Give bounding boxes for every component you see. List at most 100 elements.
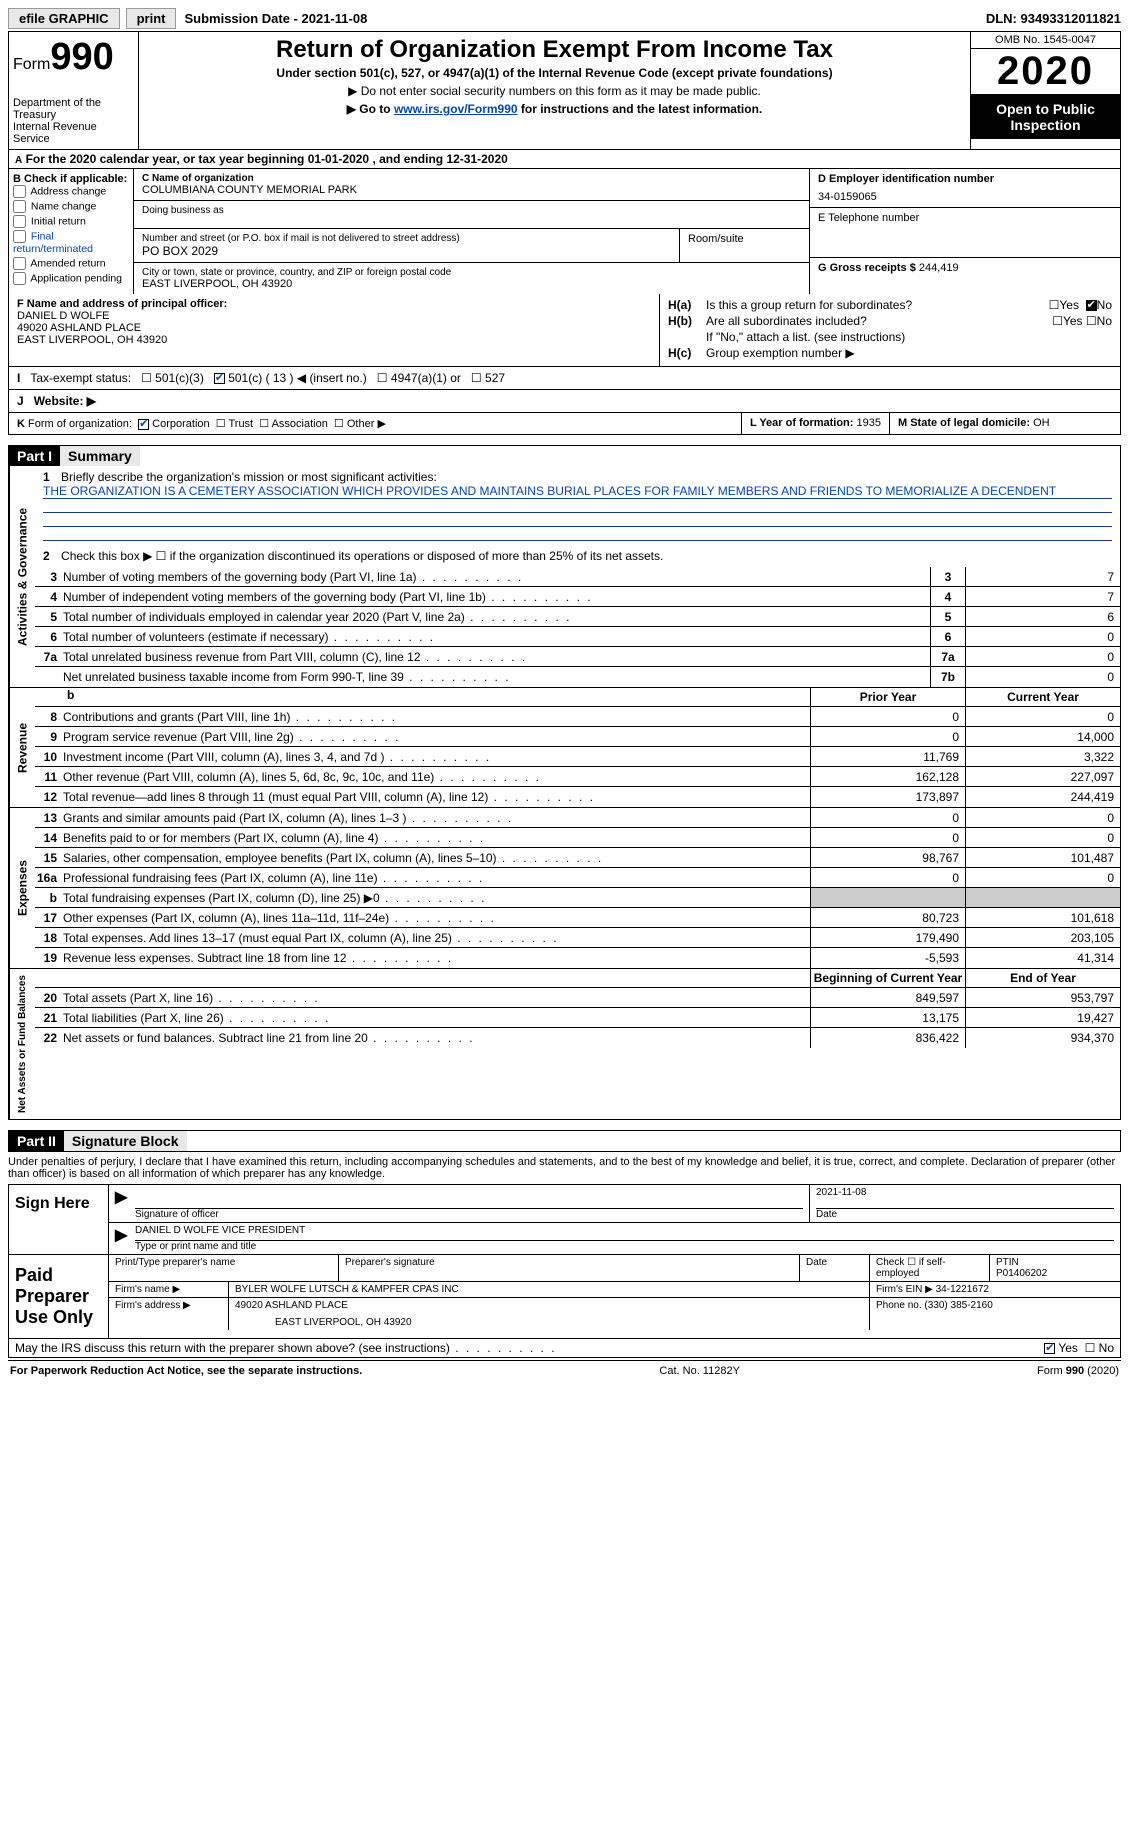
summary-line: 12Total revenue—add lines 8 through 11 (… [35,787,1120,807]
dept-label: Department of the Treasury Internal Reve… [13,97,134,145]
summary-line: 11Other revenue (Part VIII, column (A), … [35,767,1120,787]
gov-block: Activities & Governance 1 Briefly descri… [8,466,1121,688]
discuss-yes[interactable]: Yes [1044,1341,1078,1355]
form-id: Form990 Department of the Treasury Inter… [9,32,139,149]
col-h: H(a) Is this a group return for subordin… [660,294,1120,366]
omb-number: OMB No. 1545-0047 [971,32,1120,49]
ha-yes[interactable]: ☐Yes [1049,298,1079,312]
cb-amended[interactable]: Amended return [13,257,129,270]
gov-tab: Activities & Governance [9,466,35,687]
row-k: K Form of organization: Corporation ☐ Tr… [9,413,742,434]
discuss-no[interactable]: ☐ No [1085,1341,1114,1355]
summary-line: 18Total expenses. Add lines 13–17 (must … [35,928,1120,948]
cb-address-change[interactable]: Address change [13,185,129,198]
section-fh: F Name and address of principal officer:… [8,294,1121,367]
street: PO BOX 2029 [142,244,671,258]
rev-block: Revenue b Prior Year Current Year 8Contr… [8,688,1121,808]
subtitle-1: Under section 501(c), 527, or 4947(a)(1)… [149,66,960,80]
row-a: A For the 2020 calendar year, or tax yea… [8,150,1121,169]
efile-button[interactable]: efile GRAPHIC [8,8,120,29]
summary-line: 14Benefits paid to or for members (Part … [35,828,1120,848]
summary-line: Net unrelated business taxable income fr… [35,667,1120,687]
summary-line: 15Salaries, other compensation, employee… [35,848,1120,868]
row-j: J Website: ▶ [8,390,1121,413]
cb-trust[interactable]: ☐ Trust [216,418,253,430]
summary-line: 17Other expenses (Part IX, column (A), l… [35,908,1120,928]
tax-year: 2020 [971,49,1120,95]
cb-pending[interactable]: Application pending [13,272,129,285]
cb-501c3[interactable]: ☐ 501(c)(3) [141,371,204,385]
col-f: F Name and address of principal officer:… [9,294,660,366]
org-name: COLUMBIANA COUNTY MEMORIAL PARK [142,184,801,196]
cb-name-change[interactable]: Name change [13,200,129,213]
exp-tab: Expenses [9,808,35,968]
arrow-icon: ▶ [109,1185,129,1222]
cb-corp[interactable]: Corporation [138,418,210,430]
summary-line: bTotal fundraising expenses (Part IX, co… [35,888,1120,908]
cb-other[interactable]: ☐ Other ▶ [334,418,386,430]
summary-line: 13Grants and similar amounts paid (Part … [35,808,1120,828]
rev-tab: Revenue [9,688,35,807]
col-b: B Check if applicable: Address change Na… [9,169,134,294]
form-title-block: Return of Organization Exempt From Incom… [139,32,970,149]
cb-501c[interactable]: 501(c) ( 13 ) ◀ (insert no.) [214,371,367,385]
net-block: Net Assets or Fund Balances Beginning of… [8,969,1121,1120]
summary-line: 8Contributions and grants (Part VIII, li… [35,707,1120,727]
sign-block: Sign Here ▶ Signature of officer 2021-11… [8,1184,1121,1255]
summary-line: 21Total liabilities (Part X, line 26)13,… [35,1008,1120,1028]
part1-header: Part ISummary [8,445,1121,466]
hb-no[interactable]: ☐No [1086,314,1112,328]
summary-line: 16aProfessional fundraising fees (Part I… [35,868,1120,888]
discuss-row: May the IRS discuss this return with the… [8,1339,1121,1358]
room-suite: Room/suite [679,229,809,262]
footer: For Paperwork Reduction Act Notice, see … [8,1360,1121,1381]
summary-line: 22Net assets or fund balances. Subtract … [35,1028,1120,1048]
summary-line: 9Program service revenue (Part VIII, lin… [35,727,1120,747]
summary-line: 6Total number of volunteers (estimate if… [35,627,1120,647]
print-button[interactable]: print [126,8,177,29]
net-tab: Net Assets or Fund Balances [9,969,35,1119]
cb-final[interactable]: Final return/terminated [13,230,129,255]
submission-label: Submission Date - 2021-11-08 [184,11,367,26]
penalties: Under penalties of perjury, I declare th… [8,1152,1121,1184]
mission-text: THE ORGANIZATION IS A CEMETERY ASSOCIATI… [43,484,1112,499]
exp-block: Expenses 13Grants and similar amounts pa… [8,808,1121,969]
subtitle-2: ▶ Do not enter social security numbers o… [149,84,960,98]
section-bcde: B Check if applicable: Address change Na… [8,169,1121,294]
instructions-link[interactable]: www.irs.gov/Form990 [394,102,518,116]
preparer-block: Paid Preparer Use Only Print/Type prepar… [8,1255,1121,1339]
gross-receipts: 244,419 [919,262,959,274]
summary-line: 10Investment income (Part VIII, column (… [35,747,1120,767]
topbar: efile GRAPHIC print Submission Date - 20… [8,8,1121,29]
dln: DLN: 93493312011821 [986,11,1121,26]
q1: 1 Briefly describe the organization's mi… [35,466,1120,545]
summary-line: 3Number of voting members of the governi… [35,567,1120,587]
cb-527[interactable]: ☐ 527 [471,371,505,385]
row-i: I Tax-exempt status: ☐ 501(c)(3) 501(c) … [8,367,1121,390]
ha-no[interactable]: No [1086,298,1112,312]
col-de: D Employer identification number 34-0159… [810,169,1120,294]
hb-yes[interactable]: ☐Yes [1052,314,1082,328]
summary-line: 20Total assets (Part X, line 16)849,5979… [35,988,1120,1008]
summary-line: 4Number of independent voting members of… [35,587,1120,607]
cb-assoc[interactable]: ☐ Association [259,418,328,430]
cb-4947[interactable]: ☐ 4947(a)(1) or [377,371,461,385]
part2-header: Part IISignature Block [8,1130,1121,1152]
summary-line: 19Revenue less expenses. Subtract line 1… [35,948,1120,968]
preparer-label: Paid Preparer Use Only [9,1255,109,1338]
ptin: P01406202 [996,1268,1114,1279]
year-header: b Prior Year Current Year [35,688,1120,707]
page-title: Return of Organization Exempt From Incom… [149,36,960,64]
arrow-icon: ▶ [109,1223,129,1254]
net-year-header: Beginning of Current Year End of Year [35,969,1120,988]
subtitle-3: ▶ Go to www.irs.gov/Form990 for instruct… [149,102,960,116]
summary-line: 5Total number of individuals employed in… [35,607,1120,627]
row-klm: K Form of organization: Corporation ☐ Tr… [8,413,1121,435]
header-right: OMB No. 1545-0047 2020 Open to Public In… [970,32,1120,149]
sign-here-label: Sign Here [9,1185,109,1254]
cb-initial[interactable]: Initial return [13,215,129,228]
col-c: C Name of organization COLUMBIANA COUNTY… [134,169,810,294]
city: EAST LIVERPOOL, OH 43920 [142,278,801,290]
summary-line: 7aTotal unrelated business revenue from … [35,647,1120,667]
q2: 2 Check this box ▶ ☐ if the organization… [35,545,1120,567]
